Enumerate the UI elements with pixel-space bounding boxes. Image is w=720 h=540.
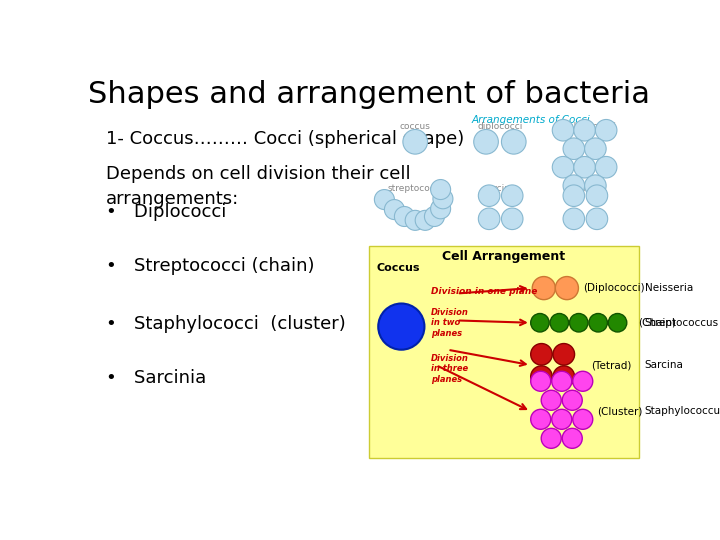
Circle shape [425, 206, 444, 226]
Circle shape [595, 119, 617, 141]
Circle shape [478, 208, 500, 230]
Text: Neisseria: Neisseria [644, 283, 693, 293]
Circle shape [553, 343, 575, 365]
Circle shape [501, 208, 523, 230]
FancyBboxPatch shape [369, 246, 639, 457]
Text: (Cluster): (Cluster) [597, 406, 642, 416]
Circle shape [552, 372, 572, 392]
Circle shape [531, 409, 551, 429]
Circle shape [431, 179, 451, 200]
Circle shape [384, 200, 405, 220]
Circle shape [563, 175, 585, 197]
Circle shape [572, 372, 593, 392]
Circle shape [415, 211, 435, 231]
Text: •   Diplococci: • Diplococci [106, 204, 226, 221]
Circle shape [405, 211, 426, 231]
Circle shape [586, 208, 608, 230]
Text: 1- Coccus……… Cocci (spherical shape): 1- Coccus……… Cocci (spherical shape) [106, 130, 464, 148]
Circle shape [563, 185, 585, 206]
Circle shape [474, 130, 498, 154]
Circle shape [570, 314, 588, 332]
Circle shape [552, 157, 574, 178]
Circle shape [501, 130, 526, 154]
Circle shape [555, 276, 578, 300]
Text: Streptococcus: Streptococcus [644, 318, 719, 328]
Circle shape [532, 276, 555, 300]
Circle shape [433, 189, 453, 209]
Circle shape [574, 157, 595, 178]
Circle shape [552, 409, 572, 429]
Circle shape [589, 314, 608, 332]
Text: (Tetrad): (Tetrad) [590, 360, 631, 370]
Text: •   Sarcinia: • Sarcinia [106, 369, 206, 387]
Circle shape [431, 199, 451, 219]
Text: Arrangements of Cocci: Arrangements of Cocci [472, 115, 590, 125]
Circle shape [585, 175, 606, 197]
Text: Division
in two
planes: Division in two planes [431, 308, 469, 338]
Text: coccus: coccus [400, 122, 431, 131]
Circle shape [374, 190, 395, 210]
Circle shape [395, 206, 415, 226]
Text: (Diplococci): (Diplococci) [583, 283, 644, 293]
Circle shape [550, 314, 569, 332]
Text: Division in one plane: Division in one plane [431, 287, 537, 296]
Text: Cell Arrangement: Cell Arrangement [442, 249, 565, 262]
Circle shape [378, 303, 425, 350]
Circle shape [531, 343, 552, 365]
Circle shape [541, 390, 561, 410]
Circle shape [563, 208, 585, 230]
Circle shape [608, 314, 627, 332]
Circle shape [541, 428, 561, 448]
Circle shape [585, 138, 606, 159]
Circle shape [572, 409, 593, 429]
Circle shape [478, 185, 500, 206]
Circle shape [552, 119, 574, 141]
Text: Staphylococci: Staphylococci [553, 122, 616, 131]
Text: sarcina: sarcina [484, 184, 516, 193]
Circle shape [562, 390, 582, 410]
Text: •   Staphylococci  (cluster): • Staphylococci (cluster) [106, 315, 346, 333]
Circle shape [595, 157, 617, 178]
Circle shape [562, 428, 582, 448]
Circle shape [563, 138, 585, 159]
Circle shape [531, 314, 549, 332]
Circle shape [553, 366, 575, 387]
Circle shape [574, 119, 595, 141]
Text: Sarcina: Sarcina [644, 360, 683, 370]
Text: Shapes and arrangement of bacteria: Shapes and arrangement of bacteria [88, 80, 650, 109]
Text: •   Streptococci (chain): • Streptococci (chain) [106, 257, 314, 275]
Circle shape [501, 185, 523, 206]
Text: streptococci: streptococci [387, 184, 443, 193]
Circle shape [403, 130, 428, 154]
Circle shape [531, 372, 551, 392]
Text: Coccus: Coccus [377, 262, 420, 273]
Circle shape [586, 185, 608, 206]
Text: Division
in three
planes: Division in three planes [431, 354, 469, 384]
Text: (Chain): (Chain) [639, 318, 677, 328]
Circle shape [531, 366, 552, 387]
Text: tetrad: tetrad [571, 184, 598, 193]
Text: diplococci: diplococci [477, 122, 523, 131]
Text: Depends on cell division their cell
arrangements:: Depends on cell division their cell arra… [106, 165, 410, 208]
Text: Staphylococcus: Staphylococcus [644, 406, 720, 416]
